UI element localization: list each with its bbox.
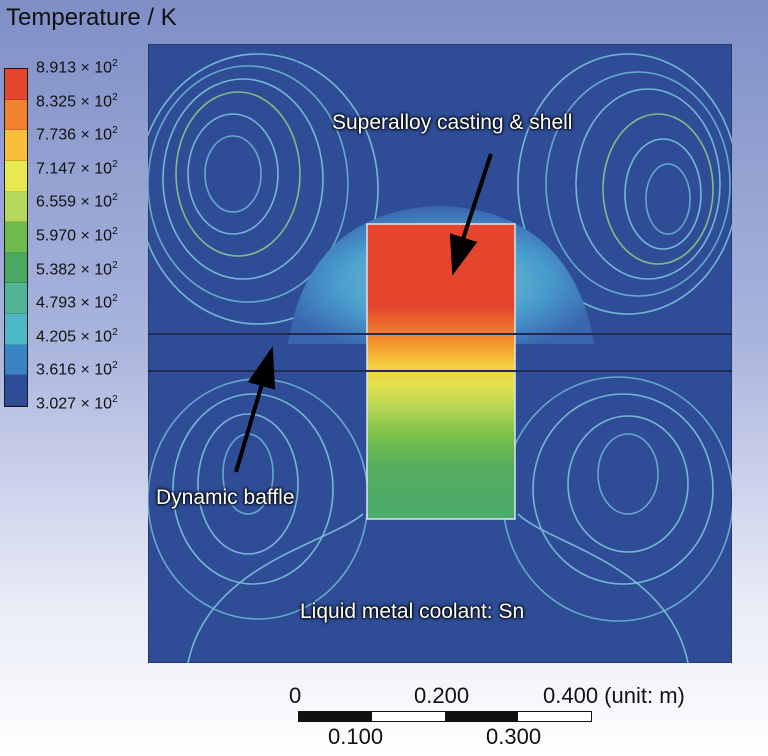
legend-tick-label: 6.559 × 102 [36, 192, 118, 211]
legend-band [5, 314, 27, 345]
scale-bar [298, 711, 592, 722]
legend-tick-label: 3.027 × 102 [36, 394, 118, 413]
scale-label-0-400: 0.400 (unit: m) [543, 683, 685, 708]
temperature-color-legend [4, 68, 28, 407]
scale-segment [299, 712, 372, 721]
legend-tick-label: 7.147 × 102 [36, 158, 118, 178]
baffle-annotation: Dynamic baffle [156, 486, 295, 509]
coolant-annotation: Liquid metal coolant: Sn [300, 600, 525, 623]
legend-tick-label: 5.970 × 102 [36, 226, 118, 245]
legend-band [5, 375, 27, 406]
legend-band [5, 344, 27, 376]
legend-tick-label: 4.793 × 102 [36, 293, 118, 312]
legend-band [5, 130, 27, 161]
scale-label-0: 0 [289, 683, 302, 708]
casting-annotation: Superalloy casting & shell [332, 111, 573, 134]
legend-band [5, 191, 27, 223]
legend-band [5, 99, 27, 131]
legend-tick-label: 4.205 × 102 [36, 326, 118, 346]
legend-band [5, 283, 27, 314]
legend-band [5, 222, 27, 253]
scale-label-0-200: 0.200 [414, 683, 470, 708]
scale-label-0-100: 0.100 [328, 724, 384, 749]
legend-band [5, 69, 27, 100]
scale-label-0-300: 0.300 [486, 724, 542, 749]
legend-tick-label: 3.616 × 102 [36, 360, 118, 379]
arrow-casting [449, 153, 493, 276]
simulation-view [148, 44, 732, 663]
scale-segment [372, 712, 445, 721]
legend-tick-label: 8.913 × 102 [36, 58, 118, 77]
legend-tick-label: 5.382 × 102 [36, 259, 118, 278]
legend-band [5, 252, 27, 284]
legend-band [5, 160, 27, 192]
arrow-baffle [234, 346, 276, 473]
scale-segment [518, 712, 591, 721]
scale-segment [445, 712, 518, 721]
legend-tick-label: 8.325 × 102 [36, 91, 118, 110]
streamlines [148, 53, 732, 663]
legend-tick-label: 7.736 × 102 [36, 125, 118, 144]
legend-title: Temperature / K [6, 4, 177, 31]
